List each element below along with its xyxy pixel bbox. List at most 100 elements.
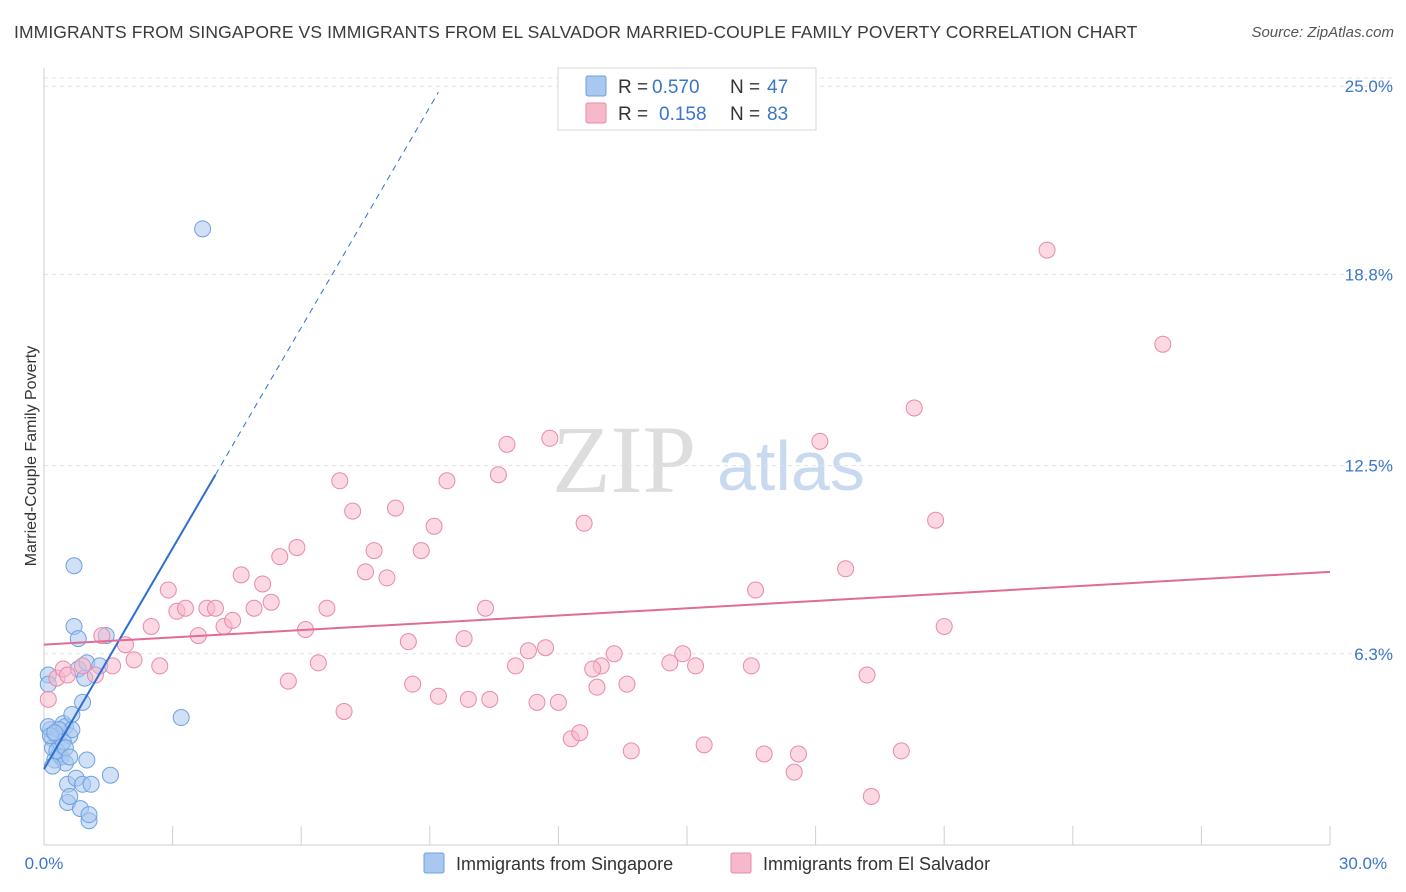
data-point bbox=[541, 429, 559, 447]
data-point bbox=[206, 599, 224, 617]
data-point bbox=[125, 651, 143, 669]
legend-r-value-el-salvador: 0.158 bbox=[659, 104, 707, 125]
data-point bbox=[159, 581, 177, 599]
data-point bbox=[429, 687, 447, 705]
legend-n-label-el-salvador: N = bbox=[730, 104, 760, 125]
gridlines bbox=[44, 77, 1392, 655]
legend-swatch-singapore bbox=[585, 75, 607, 97]
y-tick-label: 6.3% bbox=[1354, 645, 1393, 664]
series-el-salvador-points bbox=[39, 241, 1172, 805]
data-point bbox=[93, 627, 111, 645]
data-point bbox=[537, 639, 555, 657]
series-singapore-points bbox=[39, 220, 212, 830]
data-point bbox=[331, 472, 349, 490]
data-point bbox=[378, 569, 396, 587]
data-point bbox=[399, 633, 417, 651]
x-ticks bbox=[172, 826, 1331, 845]
x-tick-label-min: 0.0% bbox=[25, 854, 64, 873]
bottom-legend-label-singapore: Immigrants from Singapore bbox=[456, 854, 673, 874]
data-point bbox=[687, 657, 705, 675]
data-point bbox=[605, 645, 623, 663]
data-point bbox=[622, 742, 640, 760]
data-point bbox=[142, 617, 160, 635]
data-point bbox=[387, 499, 405, 517]
data-point bbox=[575, 514, 593, 532]
data-point bbox=[862, 787, 880, 805]
data-point bbox=[1154, 335, 1172, 353]
data-point bbox=[1038, 241, 1056, 259]
data-point bbox=[69, 630, 87, 648]
data-point bbox=[584, 660, 602, 678]
data-point bbox=[309, 654, 327, 672]
data-point bbox=[101, 766, 119, 784]
data-point bbox=[695, 736, 713, 754]
data-point bbox=[61, 748, 79, 766]
data-point bbox=[39, 690, 57, 708]
data-point bbox=[549, 693, 567, 711]
data-point bbox=[785, 763, 803, 781]
bottom-legend-swatch-el-salvador bbox=[730, 852, 752, 874]
source-label: Source: ZipAtlas.com bbox=[1251, 24, 1394, 41]
data-point bbox=[232, 566, 250, 584]
legend-n-label-singapore: N = bbox=[730, 77, 760, 98]
data-point bbox=[789, 745, 807, 763]
data-point bbox=[742, 657, 760, 675]
legend-swatch-el-salvador bbox=[585, 102, 607, 124]
data-point bbox=[455, 630, 473, 648]
data-point bbox=[481, 690, 499, 708]
data-point bbox=[318, 599, 336, 617]
data-point bbox=[498, 435, 516, 453]
data-point bbox=[674, 645, 692, 663]
data-point bbox=[254, 575, 272, 593]
data-point bbox=[80, 806, 98, 824]
y-tick-label: 25.0% bbox=[1345, 77, 1393, 96]
legend-r-value-singapore: 0.570 bbox=[652, 77, 700, 98]
data-point bbox=[747, 581, 765, 599]
legend-n-value-el-salvador: 83 bbox=[767, 104, 788, 125]
data-point bbox=[74, 657, 92, 675]
data-point bbox=[935, 617, 953, 635]
data-point bbox=[618, 675, 636, 693]
data-point bbox=[858, 666, 876, 684]
data-point bbox=[59, 666, 77, 684]
data-point bbox=[528, 693, 546, 711]
data-point bbox=[425, 517, 443, 535]
data-point bbox=[194, 220, 212, 238]
trend-line-singapore bbox=[43, 474, 217, 770]
data-point bbox=[335, 702, 353, 720]
data-point bbox=[151, 657, 169, 675]
data-point bbox=[357, 563, 374, 581]
chart-title: IMMIGRANTS FROM SINGAPORE VS IMMIGRANTS … bbox=[14, 22, 1138, 42]
data-point bbox=[905, 399, 923, 417]
data-point bbox=[438, 472, 456, 490]
data-point bbox=[459, 690, 477, 708]
bottom-legend-swatch-singapore bbox=[423, 852, 445, 874]
data-point bbox=[755, 745, 773, 763]
y-tick-labels: 6.3% 12.5% 18.8% 25.0% bbox=[1345, 77, 1393, 664]
x-tick-label-max: 30.0% bbox=[1339, 854, 1387, 873]
legend-r-label-singapore: R = bbox=[618, 77, 648, 98]
data-point bbox=[245, 599, 263, 617]
y-tick-label: 12.5% bbox=[1345, 457, 1393, 476]
bottom-legend-label-el-salvador: Immigrants from El Salvador bbox=[763, 854, 990, 874]
data-point bbox=[811, 432, 829, 450]
watermark-zip: ZIP bbox=[552, 406, 696, 513]
data-point bbox=[176, 599, 194, 617]
data-point bbox=[365, 542, 383, 560]
y-tick-label: 18.8% bbox=[1345, 265, 1393, 284]
data-point bbox=[519, 642, 537, 660]
data-point bbox=[837, 560, 855, 578]
data-point bbox=[507, 657, 525, 675]
data-point bbox=[489, 466, 507, 484]
series-legend: Immigrants from Singapore Immigrants fro… bbox=[423, 852, 990, 874]
data-point bbox=[82, 775, 100, 793]
legend-r-label-el-salvador: R = bbox=[618, 104, 648, 125]
data-point bbox=[588, 678, 606, 696]
y-axis-label: Married-Couple Family Poverty bbox=[23, 346, 40, 567]
trend-line-singapore-extension bbox=[215, 92, 439, 475]
trend-line-el-salvador bbox=[43, 570, 1331, 646]
data-point bbox=[61, 787, 79, 805]
legend-n-value-singapore: 47 bbox=[767, 77, 788, 98]
data-point bbox=[571, 724, 589, 742]
